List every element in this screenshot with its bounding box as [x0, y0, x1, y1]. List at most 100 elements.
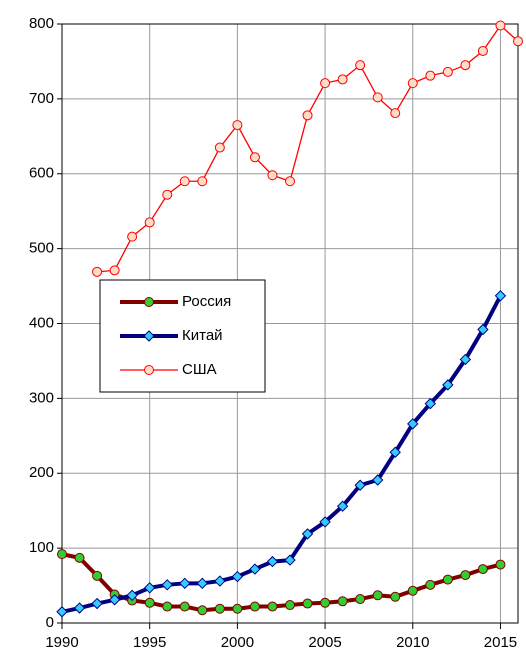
- y-tick-label: 0: [46, 614, 54, 631]
- x-tick-label: 1995: [133, 634, 166, 651]
- marker: [57, 549, 67, 560]
- y-tick-label: 800: [29, 15, 54, 32]
- marker: [196, 577, 209, 590]
- marker: [372, 590, 383, 601]
- marker: [232, 120, 243, 131]
- marker: [109, 265, 120, 276]
- y-tick-label: 100: [29, 539, 54, 556]
- marker: [56, 606, 68, 618]
- marker: [354, 479, 366, 491]
- marker: [249, 152, 260, 163]
- marker: [372, 92, 383, 103]
- marker: [179, 577, 191, 590]
- marker: [495, 20, 506, 31]
- marker: [460, 60, 471, 71]
- marker: [355, 594, 366, 605]
- marker: [442, 66, 453, 77]
- marker: [390, 591, 401, 602]
- marker: [143, 330, 155, 342]
- marker: [179, 176, 190, 187]
- marker: [232, 603, 243, 614]
- marker: [144, 297, 154, 307]
- marker: [301, 528, 314, 540]
- marker: [302, 598, 313, 609]
- marker: [477, 323, 489, 336]
- marker: [144, 217, 155, 228]
- marker: [407, 418, 419, 430]
- marker: [390, 108, 401, 119]
- marker: [108, 594, 121, 606]
- x-tick-label: 2000: [221, 634, 254, 651]
- marker: [249, 563, 261, 575]
- marker: [267, 601, 278, 612]
- marker: [231, 570, 244, 583]
- marker: [127, 231, 138, 242]
- marker: [214, 142, 225, 153]
- y-tick-label: 200: [29, 464, 54, 481]
- marker: [320, 597, 331, 608]
- marker: [320, 78, 331, 89]
- marker: [161, 579, 173, 591]
- marker: [92, 266, 103, 277]
- marker: [389, 446, 401, 458]
- legend-label: США: [182, 361, 217, 378]
- marker: [407, 78, 418, 89]
- marker: [214, 603, 225, 614]
- marker: [285, 176, 295, 187]
- marker: [197, 605, 208, 616]
- marker: [337, 596, 348, 607]
- marker: [477, 564, 488, 575]
- marker: [74, 552, 85, 563]
- marker: [91, 597, 103, 610]
- marker: [459, 353, 472, 366]
- marker: [407, 585, 418, 596]
- legend-label: Китай: [182, 327, 223, 344]
- marker: [267, 170, 278, 181]
- marker: [442, 574, 453, 585]
- marker: [284, 554, 296, 566]
- marker: [144, 597, 155, 608]
- marker: [319, 516, 331, 528]
- marker: [477, 45, 488, 56]
- marker: [425, 70, 436, 81]
- marker: [355, 60, 366, 71]
- marker: [425, 579, 436, 590]
- marker: [302, 110, 313, 121]
- marker: [126, 589, 138, 602]
- marker: [513, 36, 523, 47]
- x-tick-label: 2015: [484, 634, 517, 651]
- marker: [424, 397, 437, 410]
- marker: [214, 575, 226, 587]
- marker: [460, 570, 471, 581]
- plot-frame: [61, 23, 519, 624]
- marker: [337, 74, 348, 85]
- x-tick-label: 2010: [396, 634, 429, 651]
- marker: [371, 474, 384, 486]
- marker: [73, 602, 86, 614]
- legend-label: Россия: [182, 293, 231, 310]
- marker: [494, 290, 507, 302]
- marker: [179, 601, 190, 612]
- marker: [495, 559, 506, 570]
- marker: [285, 600, 295, 611]
- marker: [249, 601, 260, 612]
- marker: [144, 365, 154, 375]
- marker: [336, 500, 349, 512]
- marker: [266, 555, 279, 568]
- x-tick-label: 1990: [45, 634, 78, 651]
- y-tick-label: 600: [29, 165, 54, 182]
- y-tick-label: 500: [29, 240, 54, 257]
- marker: [197, 176, 208, 187]
- legend: Россия Китай США: [99, 279, 266, 393]
- x-tick-label: 2005: [308, 634, 341, 651]
- y-tick-label: 400: [29, 314, 54, 331]
- marker: [143, 582, 156, 594]
- marker: [162, 189, 173, 200]
- marker: [92, 570, 103, 581]
- y-tick-label: 300: [29, 389, 54, 406]
- marker: [442, 379, 454, 391]
- marker: [162, 601, 173, 612]
- y-tick-label: 700: [29, 90, 54, 107]
